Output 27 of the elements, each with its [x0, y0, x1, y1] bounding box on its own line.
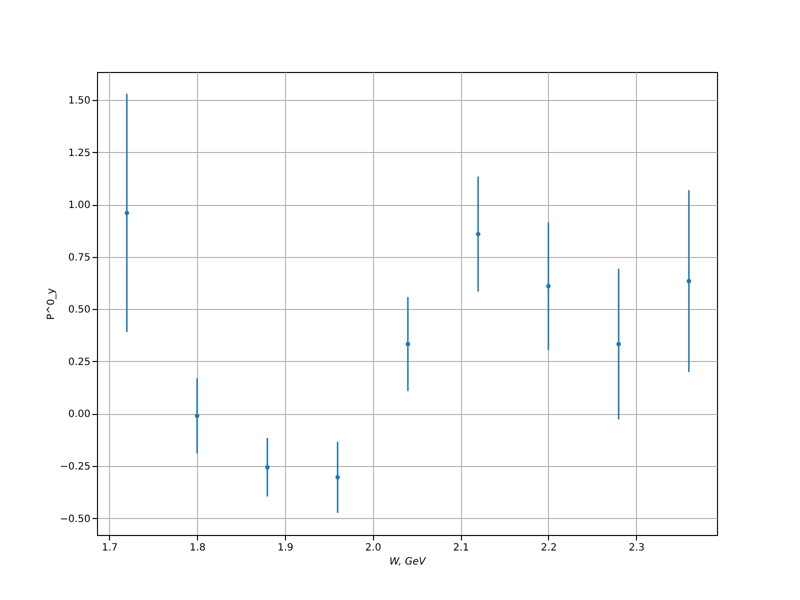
y-tick-label: −0.25 [60, 461, 90, 472]
point [124, 210, 130, 216]
point [194, 414, 200, 418]
y-axis-title: P^0_y [46, 288, 57, 320]
y-tick-label: −0.50 [60, 514, 90, 525]
y-tick-label: 0.25 [68, 356, 90, 368]
y-tick-label: 1.50 [68, 96, 90, 107]
y-tick-label: 0.00 [68, 409, 90, 420]
x-tick-label: 2.0 [365, 542, 382, 554]
x-tick-label: 2.3 [628, 542, 645, 554]
x-tick-label: 1.7 [102, 542, 118, 554]
y-tick-label: 0.75 [68, 252, 90, 264]
point [406, 342, 410, 346]
x-tick-label: 2.2 [540, 542, 557, 554]
point [476, 232, 480, 236]
y-tick-label: 0.50 [68, 304, 90, 316]
x-tick-label: 1.9 [277, 542, 294, 554]
x-axis-title: W, GeV [389, 556, 427, 568]
y-tick-label: 1.00 [68, 200, 90, 212]
point [546, 284, 551, 288]
point [616, 342, 621, 346]
point [686, 278, 692, 284]
point [265, 465, 270, 470]
point [335, 475, 340, 480]
x-tick-label: 2.1 [453, 542, 470, 554]
y-tick-label: 1.25 [68, 148, 90, 159]
x-tick-label: 1.8 [190, 542, 206, 554]
